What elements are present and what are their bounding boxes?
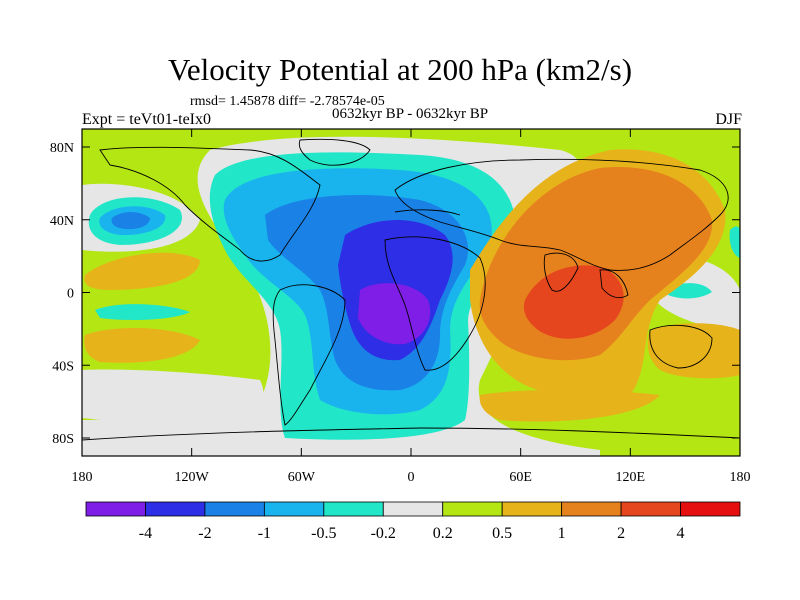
lon-tick-label: 60E [509, 470, 532, 485]
india-outline [543, 252, 579, 292]
season-label: DJF [715, 111, 742, 128]
colorbar-swatch [620, 501, 681, 517]
positive-patch-australia [647, 323, 740, 379]
south-america-outline [272, 284, 346, 426]
colorbar-swatch [501, 501, 563, 517]
greenland-outline [298, 138, 371, 166]
colorbar-swatch [204, 501, 265, 517]
colorbar-label: 0.5 [492, 525, 512, 542]
negative-streak-tropical-pacific [95, 304, 190, 320]
longitude-axis: 180 120W 60W 0 60E 120E 180 [72, 129, 751, 485]
colorbar-swatch [561, 501, 622, 517]
stats-label: rmsd= 1.45878 diff= -2.78574e-05 [190, 94, 385, 109]
colorbar-label: -1 [258, 525, 271, 542]
positive-patch-north-pacific [84, 252, 200, 290]
lon-tick-label: 60W [288, 470, 316, 485]
colorbar-swatch [382, 501, 444, 517]
colorbar-swatch [323, 501, 384, 517]
colorbar-label: -0.5 [311, 525, 336, 542]
mediterranean-outline [394, 209, 461, 216]
lon-tick-label: 180 [72, 470, 93, 485]
positive-patch-southern-ocean [479, 389, 660, 422]
colorbar-label: 1 [558, 525, 566, 542]
experiment-label: Expt = teVt01-teIx0 [82, 111, 211, 128]
map-title: Velocity Potential at 200 hPa (km2/s) [167, 52, 633, 87]
lon-tick-label: 180 [730, 470, 751, 485]
colorbar-label: -0.2 [371, 525, 396, 542]
negative-cell-north-pacific-core [111, 212, 150, 230]
contour-field [82, 129, 740, 456]
australia-outline [649, 324, 713, 369]
antarctica-outline [82, 427, 740, 441]
colorbar-swatch [145, 501, 206, 517]
colorbar-swatch [680, 501, 741, 517]
southeast-asia-outline [599, 269, 629, 299]
coastlines [82, 138, 740, 441]
lat-tick-label: 80S [52, 432, 74, 447]
europe-asia-outline [394, 158, 729, 271]
africa-outline [384, 236, 486, 371]
near-zero-region-south-pacific [82, 369, 264, 425]
lon-tick-label: 0 [408, 470, 415, 485]
colorbar-label: -4 [139, 525, 152, 542]
latitude-axis: 80N 40N 0 40S 80S [50, 141, 740, 447]
positive-patch-south-pacific [84, 328, 200, 363]
negative-streak-east-edge [729, 226, 740, 258]
lat-tick-label: 80N [50, 141, 74, 156]
lat-tick-label: 0 [67, 287, 74, 302]
colorbar-swatch [263, 501, 325, 517]
colorbar-label: 0.2 [433, 525, 453, 542]
colorbar-label: 2 [617, 525, 625, 542]
lat-tick-label: 40S [52, 359, 74, 374]
lon-tick-label: 120W [175, 470, 210, 485]
lat-tick-label: 40N [50, 214, 74, 229]
negative-streak-maritime [668, 283, 712, 299]
colorbar-label: -2 [198, 525, 211, 542]
colorbar-label: 4 [677, 525, 685, 542]
colorbar: -4 -2 -1 -0.5 -0.2 0.2 0.5 1 2 4 [85, 501, 741, 542]
period-label: 0632kyr BP - 0632kyr BP [331, 106, 489, 122]
colorbar-swatch [442, 501, 503, 517]
north-america-outline [99, 146, 321, 262]
lon-tick-label: 120E [616, 470, 646, 485]
colorbar-swatch [85, 501, 146, 517]
